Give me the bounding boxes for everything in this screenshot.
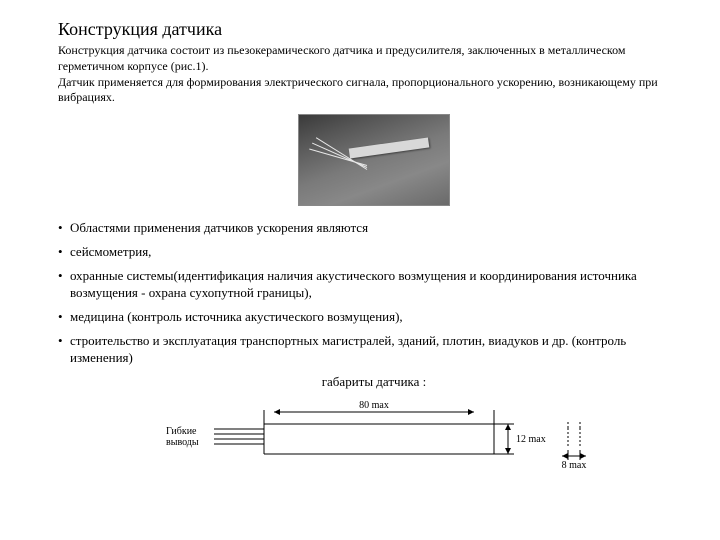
svg-text:Гибкиевыводы: Гибкиевыводы	[166, 426, 199, 448]
list-item: строительство и эксплуатация транспортны…	[58, 333, 690, 367]
svg-text:80 max: 80 max	[359, 400, 389, 411]
application-list: Областями применения датчиков ускорения …	[58, 220, 690, 366]
dimensions-diagram-container: 80 max 12 max Гибкиевыводы 8 max	[58, 394, 690, 479]
sensor-body-shape	[349, 137, 430, 158]
list-item: сейсмометрия,	[58, 244, 690, 261]
page-title: Конструкция датчика	[58, 18, 690, 41]
intro-block: Конструкция датчика состоит из пьезокера…	[58, 43, 690, 105]
sensor-photo	[298, 114, 450, 206]
list-item: охранные системы(идентификация наличия а…	[58, 268, 690, 302]
intro-line-2: Датчик применяется для формирования элек…	[58, 75, 658, 105]
sensor-photo-container	[58, 114, 690, 211]
list-item: Областями применения датчиков ускорения …	[58, 220, 690, 237]
dimensions-diagram: 80 max 12 max Гибкиевыводы 8 max	[134, 394, 614, 474]
list-item: медицина (контроль источника акустическо…	[58, 309, 690, 326]
svg-text:12 max: 12 max	[516, 434, 546, 445]
intro-line-1: Конструкция датчика состоит из пьезокера…	[58, 43, 626, 73]
dimensions-caption: габариты датчика :	[58, 374, 690, 391]
svg-text:8 max: 8 max	[562, 460, 587, 471]
